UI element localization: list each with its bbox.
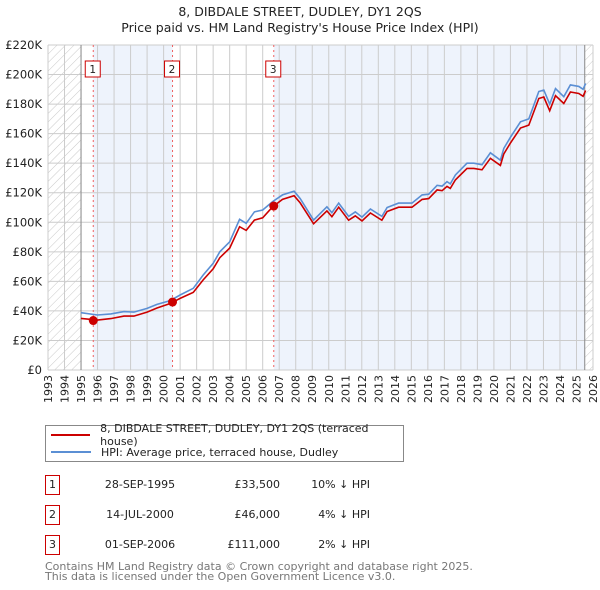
- sale-label-box: [84, 60, 101, 78]
- transaction-date: 14-JUL-2000: [106, 508, 174, 521]
- x-tick-label: 2015: [405, 375, 418, 403]
- chart-title: 8, DIBDALE STREET, DUDLEY, DY1 2QS: [178, 4, 422, 19]
- x-tick-label: 2010: [323, 375, 336, 403]
- y-tick-label: £0: [27, 363, 42, 377]
- transaction-hpi-diff: 4% ↓ HPI: [318, 508, 370, 521]
- sale-label-box: [265, 60, 282, 78]
- transaction-row: 2 14-JUL-2000 £46,000 4% ↓ HPI: [45, 505, 445, 525]
- legend-swatch-hpi: [51, 451, 91, 453]
- x-tick-label: 2024: [554, 375, 567, 403]
- y-tick-label: £60K: [13, 274, 43, 288]
- x-tick-label: 1995: [75, 375, 88, 403]
- x-tick-label: 1998: [125, 375, 138, 403]
- x-tick-label: 2000: [158, 375, 171, 403]
- x-tick-label: 1993: [42, 375, 55, 403]
- no-data-hatch: [584, 45, 593, 370]
- property-series-line: [80, 90, 587, 321]
- sale-point: [88, 316, 98, 326]
- y-tick-label: £200K: [5, 68, 42, 82]
- legend-label-hpi: HPI: Average price, terraced house, Dudl…: [101, 445, 339, 459]
- x-tick-label: 2022: [521, 375, 534, 403]
- transaction-number: 3: [45, 535, 60, 555]
- x-tick-label: 2023: [537, 375, 550, 403]
- y-tick-label: £100K: [5, 215, 42, 229]
- legend-item-hpi: HPI: Average price, terraced house, Dudl…: [46, 444, 338, 460]
- x-tick-label: 2021: [504, 375, 517, 403]
- x-tick-label: 2025: [570, 375, 583, 403]
- sale-point: [269, 201, 279, 211]
- shaded-period: [93, 45, 173, 370]
- legend-swatch-property: [51, 434, 91, 436]
- x-tick-label: 2002: [191, 375, 204, 403]
- hpi-series-line: [80, 83, 587, 316]
- transaction-row: 3 01-SEP-2006 £111,000 2% ↓ HPI: [45, 535, 445, 555]
- x-tick-label: 2012: [356, 375, 369, 403]
- x-tick-label: 2014: [389, 375, 402, 403]
- footer-licence: This data is licensed under the Open Gov…: [45, 570, 396, 583]
- chart-subtitle: Price paid vs. HM Land Registry's House …: [121, 20, 479, 35]
- x-tick-label: 2008: [290, 375, 303, 403]
- x-tick-label: 2013: [372, 375, 385, 403]
- transaction-hpi-diff: 10% ↓ HPI: [311, 478, 370, 491]
- x-tick-label: 2011: [339, 375, 352, 403]
- y-tick-label: £20K: [13, 333, 43, 347]
- x-tick-label: 2019: [471, 375, 484, 403]
- transaction-price: £46,000: [234, 508, 281, 521]
- transaction-hpi-diff: 2% ↓ HPI: [318, 538, 370, 551]
- legend: 8, DIBDALE STREET, DUDLEY, DY1 2QS (terr…: [45, 422, 404, 462]
- sale-label-number: 2: [169, 64, 176, 76]
- y-tick-label: £140K: [5, 156, 42, 170]
- x-tick-label: 2020: [488, 375, 501, 403]
- transaction-price: £111,000: [227, 538, 281, 551]
- x-tick-label: 1997: [108, 375, 121, 403]
- x-tick-label: 2026: [587, 375, 600, 403]
- y-tick-label: £180K: [5, 97, 42, 111]
- y-tick-label: £80K: [13, 245, 43, 259]
- sale-label-number: 1: [89, 64, 96, 76]
- legend-item-property: 8, DIBDALE STREET, DUDLEY, DY1 2QS (terr…: [46, 422, 403, 448]
- transaction-price: £33,500: [234, 478, 281, 491]
- x-tick-label: 2017: [438, 375, 451, 403]
- x-tick-label: 2004: [224, 375, 237, 403]
- x-tick-label: 2003: [207, 375, 220, 403]
- x-tick-label: 2006: [257, 375, 270, 403]
- x-tick-label: 2005: [240, 375, 253, 403]
- y-tick-label: £160K: [5, 127, 42, 141]
- y-tick-label: £220K: [5, 38, 42, 52]
- transaction-number: 2: [45, 505, 60, 525]
- x-tick-label: 1999: [141, 375, 154, 403]
- transaction-row: 1 28-SEP-1995 £33,500 10% ↓ HPI: [45, 475, 445, 495]
- price-chart: 1 2 3 1993 1994 1995 1996 1997 1998 1999 2000 2001 2…: [5, 38, 600, 403]
- transaction-date: 01-SEP-2006: [104, 538, 176, 551]
- x-tick-label: 1994: [59, 375, 72, 403]
- x-tick-label: 2018: [455, 375, 468, 403]
- sale-label-box: [164, 60, 181, 78]
- x-tick-label: 2007: [273, 375, 286, 403]
- y-tick-label: £120K: [5, 186, 42, 200]
- x-tick-label: 2001: [174, 375, 187, 403]
- transaction-number: 1: [45, 475, 60, 495]
- legend-label-property: 8, DIBDALE STREET, DUDLEY, DY1 2QS (terr…: [100, 422, 369, 448]
- y-tick-label: £40K: [13, 304, 43, 318]
- x-tick-label: 2009: [306, 375, 319, 403]
- x-tick-label: 2016: [422, 375, 435, 403]
- transaction-date: 28-SEP-1995: [104, 478, 176, 491]
- sale-point: [168, 297, 178, 307]
- footer-copyright: Contains HM Land Registry data © Crown c…: [45, 560, 473, 573]
- sale-label-number: 3: [270, 64, 277, 76]
- x-tick-label: 1996: [92, 375, 105, 403]
